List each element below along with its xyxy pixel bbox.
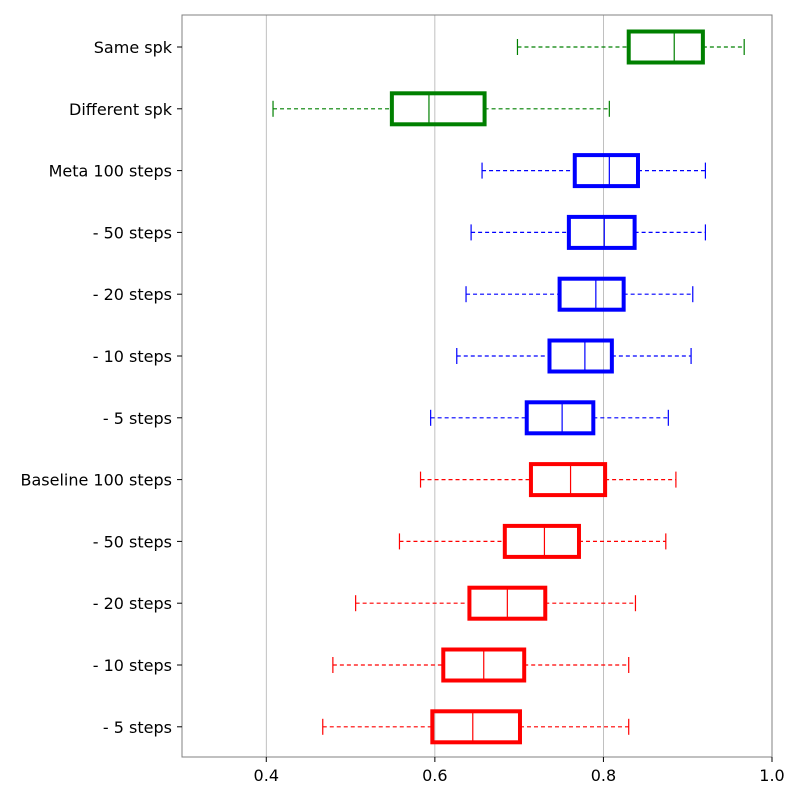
y-tick-label: - 10 steps [93,347,172,366]
y-tick-label: - 20 steps [93,285,172,304]
y-tick-label: - 5 steps [103,409,172,428]
box [528,462,608,498]
x-tick-label: 0.8 [591,766,616,785]
box [389,91,487,127]
y-tick-label: - 50 steps [93,532,172,551]
x-tick-label: 0.6 [422,766,447,785]
x-tick-label: 0.4 [254,766,279,785]
box [547,338,614,374]
box [566,214,637,250]
y-tick-label: - 50 steps [93,223,172,242]
box [524,400,596,436]
y-tick-label: - 10 steps [93,656,172,675]
box [430,709,522,745]
y-tick-label: Baseline 100 steps [21,471,173,490]
box [626,29,705,65]
y-tick-label: - 5 steps [103,718,172,737]
y-tick-label: Meta 100 steps [49,162,172,181]
plot-frame [181,14,773,758]
y-tick-label: - 20 steps [93,594,172,613]
box [557,276,626,312]
box [572,153,640,189]
y-tick-label: Same spk [94,38,173,57]
x-tick-label: 1.0 [759,766,784,785]
y-tick-label: Different spk [69,100,173,119]
box [502,523,581,559]
